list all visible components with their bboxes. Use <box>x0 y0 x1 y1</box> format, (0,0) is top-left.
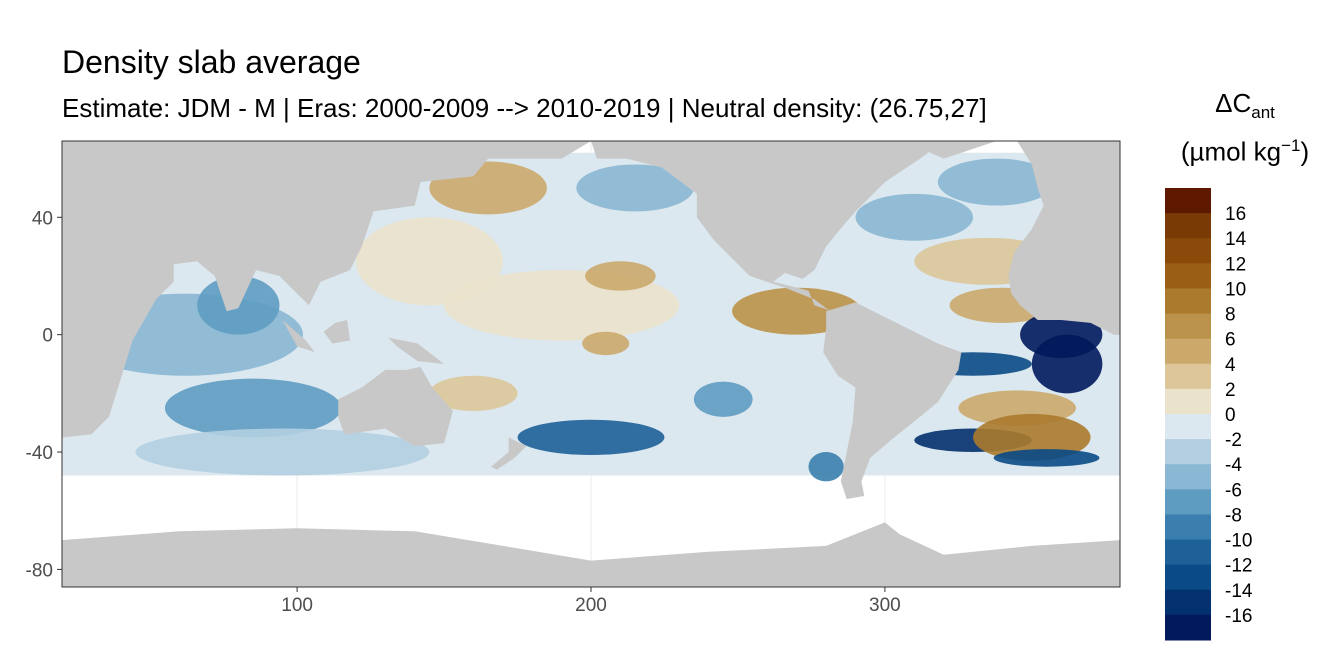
x-tick-label: 300 <box>869 595 901 616</box>
anomaly-patch <box>855 193 974 241</box>
y-axis: 40 0 -40 -80 <box>26 208 62 581</box>
land-arabia <box>126 246 174 300</box>
legend-label: 10 <box>1225 279 1246 300</box>
legend-swatch <box>1165 589 1211 616</box>
legend-swatch <box>1165 313 1211 340</box>
anomaly-patch <box>576 164 694 212</box>
legend-label: -8 <box>1225 505 1242 526</box>
land-borneo-sumatra <box>282 320 315 353</box>
legend-unit-suffix: ) <box>1300 136 1310 167</box>
legend-label: 16 <box>1225 204 1246 225</box>
legend-label: -16 <box>1225 606 1252 627</box>
anomaly-patch <box>1031 334 1103 394</box>
legend-colorbar: 16 14 12 10 8 6 4 2 0 -2 -4 -6 -8 -10 -12 -14 -16 <box>1165 188 1253 641</box>
legend-swatch <box>1165 414 1211 440</box>
legend-label: 4 <box>1225 355 1236 376</box>
legend-label: 0 <box>1225 405 1236 426</box>
land-india <box>197 261 256 312</box>
legend-label: 2 <box>1225 380 1236 401</box>
legend-label: 6 <box>1225 330 1236 351</box>
x-tick-label: 100 <box>281 595 313 616</box>
land-europe-africa-east <box>1008 141 1120 335</box>
legend-label: -12 <box>1225 556 1252 577</box>
legend-swatch <box>1165 539 1211 566</box>
land-new-zealand <box>491 437 527 470</box>
chart-subtitle: Estimate: JDM - M | Eras: 2000-2009 --> … <box>62 93 987 123</box>
legend-swatch <box>1165 464 1211 490</box>
legend-title-main: ΔC <box>1215 88 1252 118</box>
legend-swatch <box>1165 489 1211 515</box>
land-north-america <box>591 141 944 312</box>
legend-swatch <box>1165 564 1211 591</box>
legend-swatch <box>1165 388 1211 415</box>
land-borneo <box>323 320 350 344</box>
legend-label: -14 <box>1225 581 1253 602</box>
anomaly-patch <box>135 428 430 476</box>
legend-swatch <box>1165 213 1211 239</box>
land-south-america <box>823 302 962 499</box>
anomaly-patch <box>355 217 503 306</box>
land-greenland <box>902 141 997 159</box>
land-new-guinea <box>388 337 445 364</box>
y-tick-label: -40 <box>26 443 53 464</box>
legend-label: -6 <box>1225 480 1242 501</box>
legend-swatch <box>1165 263 1211 289</box>
legend-swatch <box>1165 238 1211 264</box>
legend-swatch <box>1165 338 1211 365</box>
anomaly-patch <box>937 158 1056 206</box>
land-australia <box>338 366 453 447</box>
x-axis: 100 200 300 <box>281 587 901 616</box>
legend-title: ΔCant <box>1160 88 1330 123</box>
legend-swatch <box>1165 288 1211 315</box>
legend-title-sub: ant <box>1251 103 1275 123</box>
legend-swatch <box>1165 614 1211 641</box>
anomaly-patch <box>973 413 1091 461</box>
anomaly-patch <box>517 419 665 455</box>
land-africa <box>62 223 156 438</box>
legend-label: -4 <box>1225 455 1242 476</box>
anomaly-patch <box>582 331 630 356</box>
anomaly-patch <box>993 449 1100 467</box>
land-eurasia <box>62 141 591 309</box>
legend-swatch <box>1165 188 1211 214</box>
legend-label: -10 <box>1225 531 1252 552</box>
anomaly-patch <box>585 261 656 291</box>
y-tick-label: 40 <box>32 208 53 229</box>
anomaly-patch <box>164 378 342 438</box>
legend-unit: (µmol kg−1) <box>1160 136 1330 168</box>
legend-swatch <box>1165 514 1211 541</box>
legend-label: 12 <box>1225 254 1246 275</box>
legend-swatch <box>1165 439 1211 465</box>
chart-title: Density slab average <box>62 44 361 80</box>
legend-label: -2 <box>1225 430 1242 451</box>
land-antarctica <box>62 522 1120 587</box>
land-mask <box>62 141 1120 587</box>
x-tick-label: 200 <box>575 595 607 616</box>
anomaly-patch <box>693 381 753 417</box>
y-tick-label: 0 <box>42 326 53 347</box>
legend-label: 14 <box>1225 229 1247 250</box>
legend-swatch <box>1165 363 1211 390</box>
anomaly-patch <box>429 375 518 411</box>
legend-label: 8 <box>1225 305 1236 326</box>
y-tick-label: -80 <box>26 560 53 581</box>
legend-unit-prefix: (µmol kg <box>1180 136 1282 167</box>
anomaly-patch <box>808 452 844 482</box>
legend-unit-sup: −1 <box>1281 136 1301 155</box>
